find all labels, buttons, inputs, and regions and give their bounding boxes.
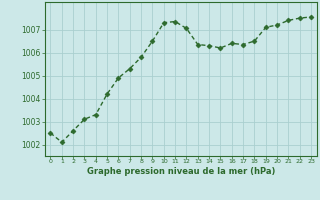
X-axis label: Graphe pression niveau de la mer (hPa): Graphe pression niveau de la mer (hPa) [87,167,275,176]
